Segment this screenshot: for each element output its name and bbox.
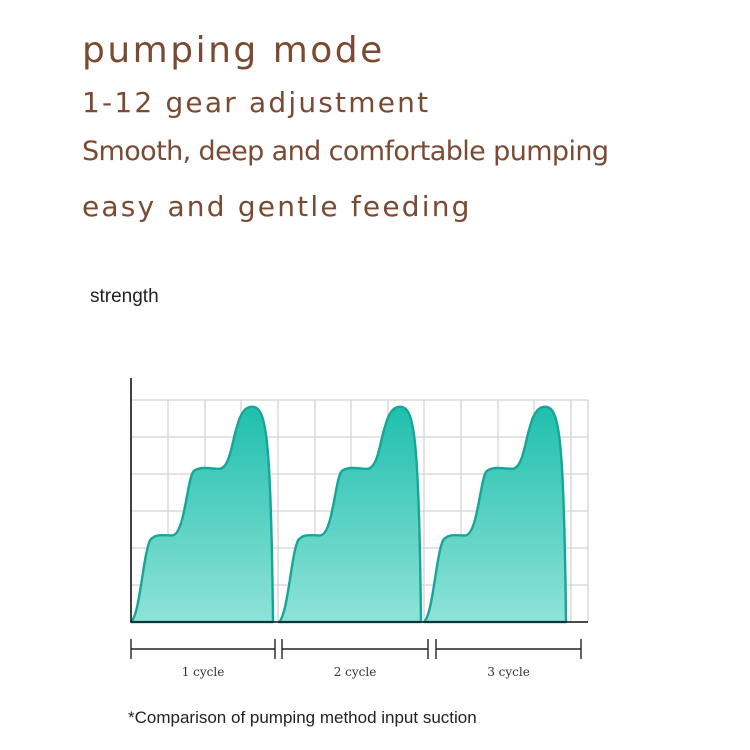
cycle-label-1: 1 cycle	[182, 665, 225, 679]
cycle-wave-2	[277, 405, 423, 624]
subtitle-pumping-description: Smooth, deep and comfortable pumping	[82, 136, 609, 167]
subtitle-gear-adjustment: 1-12 gear adjustment	[82, 86, 431, 119]
y-axis-label: strength	[90, 286, 159, 307]
page-title: pumping mode	[82, 30, 385, 71]
wave-series	[129, 405, 568, 624]
chart-axes	[130, 378, 588, 623]
cycle-wave-3	[422, 405, 568, 624]
subtitle-feeding-description: easy and gentle feeding	[82, 190, 472, 223]
chart-footnote: *Comparison of pumping method input suct…	[128, 708, 477, 727]
cycle-brackets: 1 cycle 2 cycle 3 cycle	[130, 639, 582, 679]
cycle-label-2: 2 cycle	[334, 665, 377, 679]
cycle-wave-1	[129, 405, 275, 624]
cycle-label-3: 3 cycle	[487, 665, 530, 679]
